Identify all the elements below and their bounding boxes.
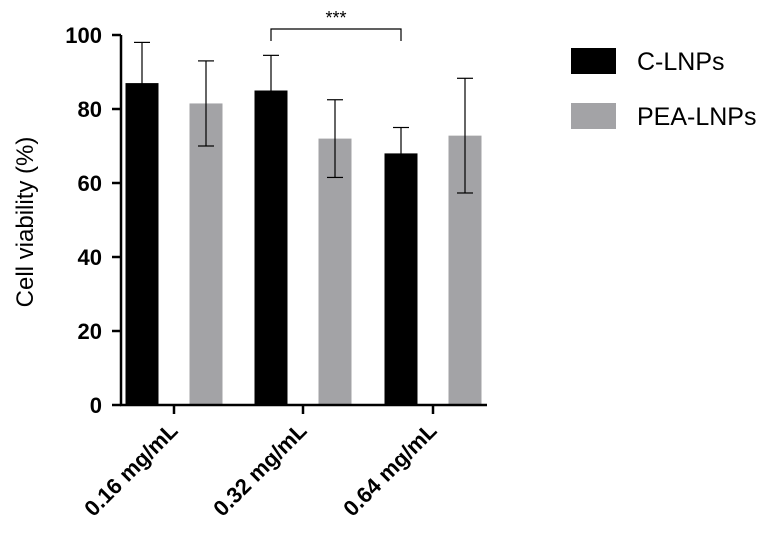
error-bar-pea-lnps-1 (198, 60, 214, 147)
legend-label-c-lnps: C-LNPs (637, 48, 725, 76)
bar-pea-lnps-1 (189, 103, 223, 405)
error-bar-c-lnps-2 (263, 54, 279, 127)
x-ticks: 0.16 mg/mL 0.32 mg/mL 0.64 mg/mL (79, 405, 442, 521)
legend-swatch-pea-lnps (571, 103, 616, 129)
error-bars-layer (134, 41, 473, 194)
bar-c-lnps-1 (125, 83, 159, 405)
plot-area: 0 20 40 60 80 100 0.16 mg/mL 0.32 mg/mL 0.64 mg… (65, 8, 487, 521)
x-tick-label: 0.64 mg/mL (338, 418, 441, 521)
y-ticks: 0 20 40 60 80 100 (65, 23, 121, 418)
bracket-line (270, 28, 402, 41)
y-tick-label: 80 (78, 97, 102, 122)
x-tick-label: 0.32 mg/mL (208, 418, 311, 521)
legend-swatch-c-lnps (571, 48, 616, 74)
legend-label-pea-lnps: PEA-LNPs (637, 103, 756, 131)
y-tick-label: 100 (65, 23, 102, 48)
y-tick-label: 0 (90, 393, 102, 418)
error-bar-pea-lnps-2 (327, 99, 343, 179)
bar-pea-lnps-2 (318, 138, 352, 405)
y-axis-title: Cell viability (%) (12, 137, 39, 308)
bar-c-lnps-2 (254, 90, 288, 405)
y-tick-label: 60 (78, 171, 102, 196)
y-tick-label: 40 (78, 245, 102, 270)
significance-label: *** (325, 8, 346, 28)
significance-annotations: *** (270, 8, 402, 41)
bar-c-lnps-3 (384, 153, 418, 405)
legend: C-LNPs PEA-LNPs (571, 48, 756, 131)
significance-bracket: *** (270, 8, 402, 41)
error-bar-c-lnps-1 (134, 41, 150, 125)
error-bar-pea-lnps-3 (457, 77, 473, 194)
error-bar-c-lnps-3 (393, 126, 409, 180)
bars-layer (125, 83, 482, 405)
x-tick-label: 0.16 mg/mL (79, 418, 182, 521)
y-tick-label: 20 (78, 319, 102, 344)
